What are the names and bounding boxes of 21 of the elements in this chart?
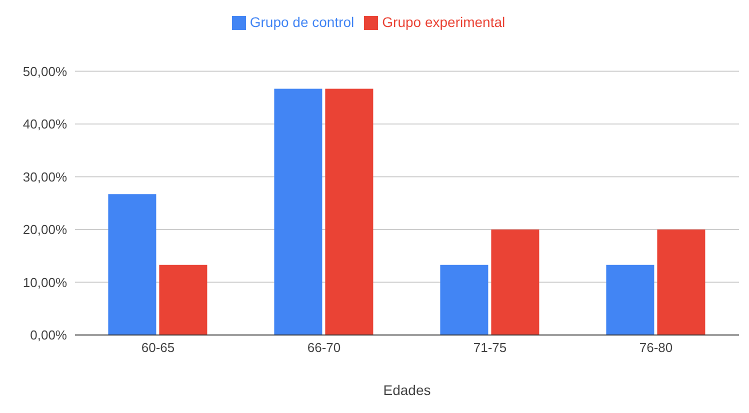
bar bbox=[606, 264, 654, 335]
bar bbox=[108, 194, 156, 335]
y-tick-label: 0,00% bbox=[30, 328, 68, 343]
x-tick-label: 71-75 bbox=[473, 340, 507, 356]
bar bbox=[274, 88, 322, 335]
y-tick-label: 20,00% bbox=[22, 222, 68, 238]
bar bbox=[491, 230, 540, 335]
x-tick-label: 66-70 bbox=[307, 340, 341, 356]
bar bbox=[325, 88, 374, 335]
x-tick-label: 76-80 bbox=[639, 340, 673, 356]
legend-label: Grupo de control bbox=[250, 14, 354, 30]
bar bbox=[657, 230, 706, 335]
y-tick-label: 10,00% bbox=[22, 274, 68, 290]
y-tick-label: 40,00% bbox=[22, 116, 68, 132]
bar bbox=[159, 264, 208, 335]
x-axis-title: Edades bbox=[383, 382, 431, 398]
y-tick-label: 50,00% bbox=[22, 64, 68, 79]
x-tick-label: 60-65 bbox=[141, 340, 175, 356]
legend-label: Grupo experimental bbox=[382, 14, 506, 30]
bar bbox=[440, 264, 488, 335]
y-tick-label: 30,00% bbox=[22, 169, 68, 184]
